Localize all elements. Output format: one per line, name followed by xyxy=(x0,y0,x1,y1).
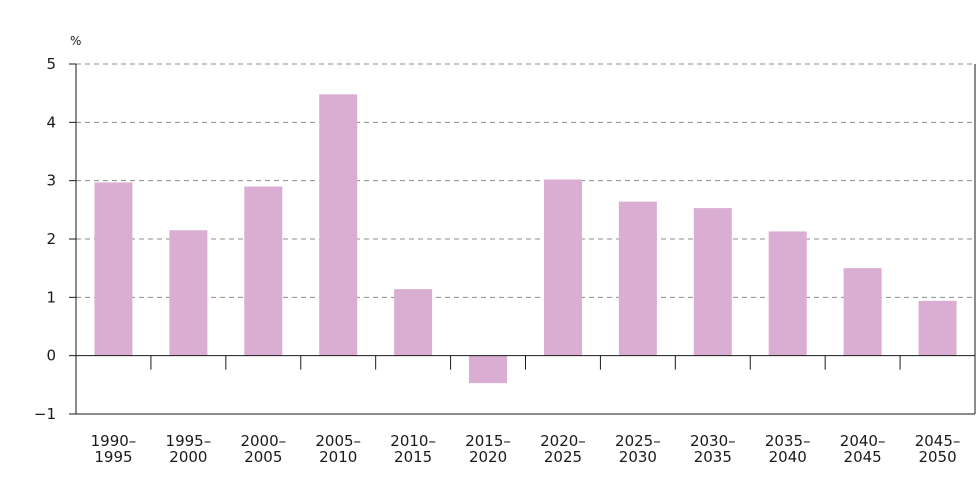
bar xyxy=(469,355,508,384)
x-tick-label: 2030– 2035 xyxy=(690,432,736,466)
x-tick-label: 2020– 2025 xyxy=(540,432,586,466)
y-unit-label: % xyxy=(70,34,81,48)
x-tick-label: 2000– 2005 xyxy=(240,432,286,466)
x-tick-label: 2025– 2030 xyxy=(615,432,661,466)
y-tick-label: 3 xyxy=(46,172,56,190)
y-tick-label: 4 xyxy=(46,113,56,131)
x-tick-label: 2005– 2010 xyxy=(315,432,361,466)
y-tick-label: 0 xyxy=(46,347,56,365)
x-tick-label: 2040– 2045 xyxy=(840,432,886,466)
bar xyxy=(618,201,657,356)
bar xyxy=(319,94,358,356)
bar xyxy=(693,208,732,356)
axes xyxy=(69,63,976,415)
bar xyxy=(244,186,283,356)
bar xyxy=(768,231,807,356)
x-tick-label: 2010– 2015 xyxy=(390,432,436,466)
x-tick-label: 2045– 2050 xyxy=(915,432,961,466)
bar xyxy=(169,230,208,356)
bar xyxy=(918,300,957,356)
x-tick-label: 2035– 2040 xyxy=(765,432,811,466)
y-tick-label: −1 xyxy=(34,405,56,423)
bar xyxy=(394,289,433,356)
y-tick-label: 5 xyxy=(46,55,56,73)
gridlines xyxy=(76,63,975,298)
y-tick-label: 1 xyxy=(46,288,56,306)
bar xyxy=(543,179,582,356)
bars xyxy=(94,94,957,384)
y-tick-labels: −1 0 1 2 3 4 5 xyxy=(34,55,56,423)
x-tick-labels: 1990– 1995 1995– 2000 2000– 2005 2005– 2010 2010… xyxy=(91,432,961,466)
bar xyxy=(843,268,882,356)
x-tick-label: 2015– 2020 xyxy=(465,432,511,466)
x-tick-label: 1990– 1995 xyxy=(91,432,137,466)
x-tick-label: 1995– 2000 xyxy=(166,432,212,466)
bar xyxy=(94,182,133,356)
y-tick-label: 2 xyxy=(46,230,56,248)
